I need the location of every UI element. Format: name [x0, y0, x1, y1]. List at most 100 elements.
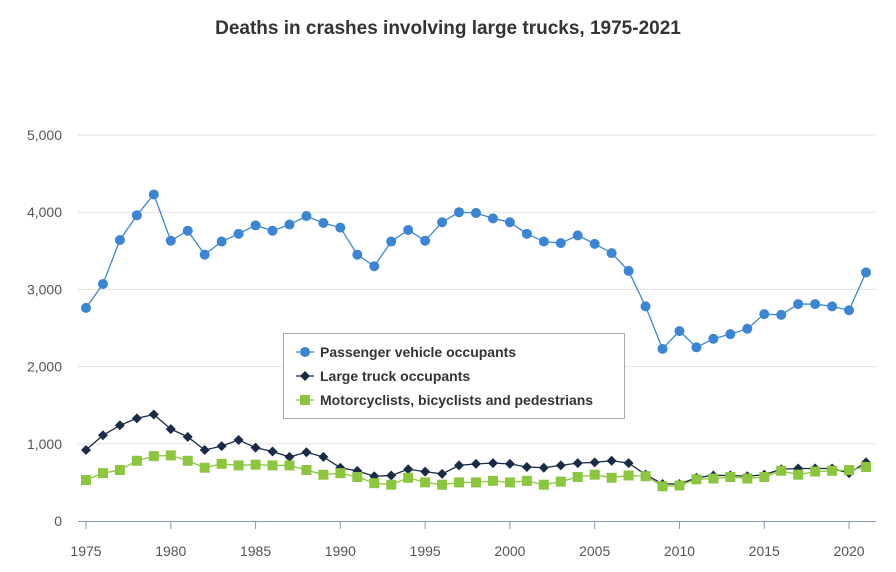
legend-item: Motorcyclists, bicyclists and pedestrian… — [296, 392, 593, 408]
data-point — [352, 471, 363, 482]
data-point — [691, 474, 702, 485]
data-point — [97, 430, 108, 441]
data-point — [318, 451, 329, 462]
y-tick-label: 0 — [54, 513, 62, 529]
data-point — [487, 475, 498, 486]
data-point — [793, 469, 804, 480]
data-point — [606, 472, 617, 483]
data-point — [284, 219, 295, 230]
legend-marker — [300, 347, 310, 357]
data-point — [827, 465, 838, 476]
data-point — [589, 238, 600, 249]
data-point — [284, 451, 295, 462]
data-point — [250, 442, 261, 453]
data-point — [572, 471, 583, 482]
data-point — [776, 309, 787, 320]
data-point — [776, 465, 787, 476]
data-point — [199, 444, 210, 455]
data-point — [861, 267, 871, 278]
data-point — [216, 441, 227, 452]
data-point — [148, 451, 159, 462]
data-point — [504, 217, 515, 228]
data-point — [148, 409, 159, 420]
data-point — [454, 477, 465, 488]
data-point — [165, 424, 176, 435]
data-point — [623, 265, 634, 276]
data-point — [114, 234, 125, 245]
data-point — [606, 248, 617, 259]
data-point — [216, 236, 227, 247]
data-point — [674, 480, 685, 491]
data-point — [538, 479, 549, 490]
x-tick-label: 1995 — [410, 543, 441, 559]
data-point — [589, 457, 600, 468]
data-point — [793, 299, 804, 310]
data-point — [691, 342, 702, 353]
data-point — [725, 471, 736, 482]
data-point — [216, 458, 227, 469]
data-point — [199, 462, 210, 473]
x-axis: 1975 1980 1985 1990 1995 2000 2005 2010 2015 2020 — [70, 521, 876, 559]
data-point — [487, 213, 498, 224]
data-point — [861, 461, 871, 472]
data-point — [623, 470, 634, 481]
data-point — [386, 479, 397, 490]
data-point — [250, 220, 261, 231]
data-point — [165, 235, 176, 246]
data-point — [437, 468, 448, 479]
data-point — [708, 473, 719, 484]
legend-box — [283, 333, 625, 419]
data-point — [114, 465, 125, 476]
x-tick-label: 1980 — [155, 543, 186, 559]
data-point — [386, 470, 397, 481]
data-point — [284, 460, 295, 471]
data-point — [437, 479, 448, 490]
data-point — [844, 465, 855, 476]
data-point — [471, 477, 481, 488]
data-point — [267, 460, 278, 471]
data-point — [81, 444, 91, 455]
x-tick-label: 2010 — [664, 543, 695, 559]
data-point — [131, 210, 142, 221]
data-point — [555, 476, 566, 487]
legend-label: Passenger vehicle occupants — [320, 344, 516, 360]
data-point — [335, 468, 346, 479]
x-tick-label: 2020 — [833, 543, 864, 559]
data-point — [250, 459, 261, 470]
data-point — [233, 228, 244, 239]
data-point — [640, 471, 651, 482]
legend-marker — [300, 395, 310, 405]
data-point — [454, 207, 465, 218]
data-point — [657, 343, 668, 354]
data-point — [81, 475, 91, 486]
data-point — [827, 301, 838, 312]
data-point — [810, 466, 821, 477]
gridlines — [78, 134, 876, 445]
data-point — [182, 431, 193, 442]
data-point — [233, 434, 244, 445]
legend-label: Motorcyclists, bicyclists and pedestrian… — [320, 392, 593, 408]
data-point — [759, 471, 770, 482]
data-point — [555, 460, 566, 471]
data-point — [352, 249, 363, 260]
data-point — [318, 469, 329, 480]
data-point — [674, 326, 685, 337]
data-point — [369, 261, 380, 272]
data-point — [182, 455, 193, 466]
series-2 — [81, 409, 871, 489]
data-point — [386, 236, 397, 247]
data-point — [471, 458, 481, 469]
data-point — [131, 455, 142, 466]
y-tick-label: 1,000 — [27, 436, 62, 452]
data-point — [301, 465, 312, 476]
data-point — [538, 236, 549, 247]
data-point — [97, 278, 108, 289]
data-point — [844, 305, 855, 316]
data-point — [471, 207, 481, 218]
chart-title: Deaths in crashes involving large trucks… — [215, 18, 681, 39]
legend: Passenger vehicle occupants Large truck o… — [283, 333, 625, 419]
data-point — [555, 238, 566, 249]
data-point — [504, 458, 515, 469]
y-tick-label: 4,000 — [27, 204, 62, 220]
legend-label: Large truck occupants — [320, 368, 470, 384]
